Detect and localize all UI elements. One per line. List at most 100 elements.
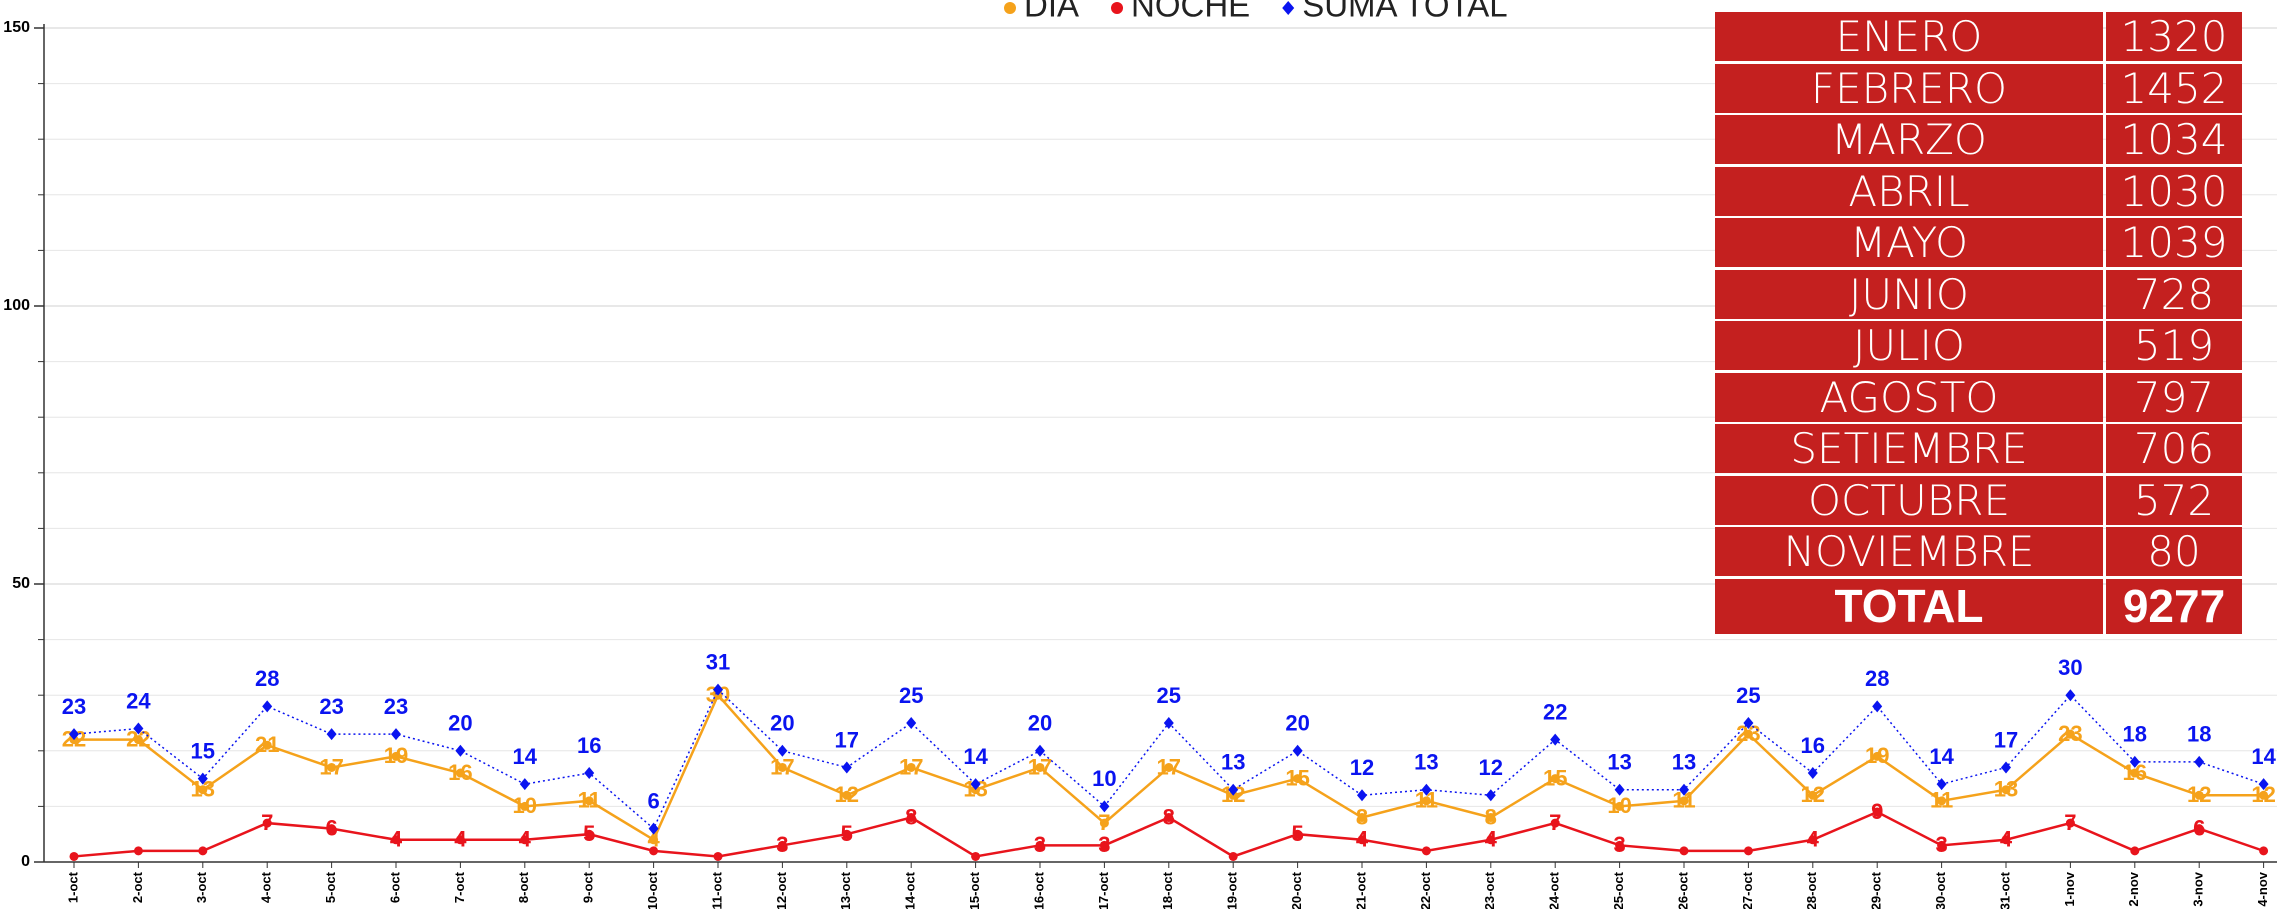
point xyxy=(906,813,916,823)
point xyxy=(198,846,208,856)
data-label: 8 xyxy=(1485,804,1497,829)
x-tick-label: 12-oct xyxy=(774,871,789,909)
data-label: 23 xyxy=(319,694,343,719)
point xyxy=(842,790,852,800)
data-label: 7 xyxy=(261,810,273,835)
point xyxy=(455,768,465,778)
data-label: 28 xyxy=(1865,666,1889,691)
data-label: 11 xyxy=(578,788,601,813)
month-cell: MAYO xyxy=(1715,218,2103,267)
data-label: 5 xyxy=(1291,821,1303,846)
data-label: 17 xyxy=(1157,754,1181,779)
x-tick-label: 9-oct xyxy=(581,871,596,903)
data-label: 6 xyxy=(647,788,659,813)
point xyxy=(713,683,723,696)
data-label: 6 xyxy=(325,815,337,840)
table-row: MARZO 1034 xyxy=(1715,115,2242,164)
x-tick-label: 1-nov xyxy=(2062,871,2077,906)
x-tick-label: 1-oct xyxy=(65,871,80,903)
data-label: 17 xyxy=(770,754,794,779)
legend: DIA NOCHE SUMA TOTAL xyxy=(1004,0,1508,24)
data-label: 4 xyxy=(390,827,403,852)
value-cell: 1320 xyxy=(2106,12,2242,61)
table-row: SETIEMBRE 706 xyxy=(1715,424,2242,473)
x-tick-label: 24-oct xyxy=(1547,871,1562,909)
point xyxy=(2259,846,2269,856)
point xyxy=(1550,774,1560,784)
value-cell: 572 xyxy=(2106,475,2242,525)
x-tick-label: 26-oct xyxy=(1675,871,1690,909)
value-cell: 728 xyxy=(2106,269,2242,319)
point xyxy=(391,835,401,845)
value-cell: 519 xyxy=(2106,321,2242,370)
data-label: 4 xyxy=(1356,827,1369,852)
point xyxy=(1035,762,1045,772)
x-tick-label: 3-oct xyxy=(194,871,209,903)
data-label: 7 xyxy=(1549,810,1561,835)
point xyxy=(69,851,79,861)
data-label: 23 xyxy=(2058,721,2082,746)
data-label: 21 xyxy=(255,732,279,757)
x-tick-label: 17-oct xyxy=(1096,871,1111,909)
total-value: 9277 xyxy=(2106,578,2242,634)
point xyxy=(455,744,466,757)
data-label: 10 xyxy=(513,793,537,818)
data-label: 4 xyxy=(1807,827,1820,852)
data-label: 23 xyxy=(62,694,86,719)
x-tick-label: 15-oct xyxy=(967,871,982,909)
data-label: 16 xyxy=(1801,733,1825,758)
month-cell: ENERO xyxy=(1715,12,2103,61)
month-cell: SETIEMBRE xyxy=(1715,424,2103,473)
data-label: 11 xyxy=(1672,788,1695,813)
data-label: 19 xyxy=(384,743,408,768)
point xyxy=(2065,818,2075,828)
point xyxy=(391,728,401,741)
data-label: 14 xyxy=(513,744,538,769)
point xyxy=(1936,778,1947,791)
point xyxy=(1099,818,1109,828)
data-label: 15 xyxy=(1543,765,1567,790)
data-label: 16 xyxy=(448,760,472,785)
point xyxy=(1679,846,1689,856)
month-cell: FEBRERO xyxy=(1715,63,2103,113)
point xyxy=(1421,846,1431,856)
x-tick-label: 3-nov xyxy=(2191,871,2206,906)
point xyxy=(1872,807,1882,817)
x-tick-label: 2-nov xyxy=(2126,871,2141,906)
data-label: 31 xyxy=(706,649,730,674)
point xyxy=(2194,790,2204,800)
point xyxy=(1807,767,1818,780)
x-tick-label: 21-oct xyxy=(1353,871,1368,909)
data-label: 13 xyxy=(1607,750,1631,775)
legend-label: DIA xyxy=(1024,0,1079,24)
point xyxy=(1099,800,1110,813)
point xyxy=(842,829,852,839)
data-label: 30 xyxy=(2058,655,2082,680)
data-label: 4 xyxy=(647,827,660,852)
legend-marker xyxy=(1004,2,1016,14)
data-label: 14 xyxy=(963,744,988,769)
point xyxy=(1421,783,1432,796)
data-label: 13 xyxy=(1414,750,1438,775)
x-tick-label: 5-oct xyxy=(323,871,338,903)
data-label: 18 xyxy=(2187,722,2211,747)
data-label: 14 xyxy=(1929,744,1954,769)
x-tick-label: 29-oct xyxy=(1869,871,1884,909)
point xyxy=(326,728,337,741)
data-label: 8 xyxy=(1163,804,1175,829)
data-label: 28 xyxy=(255,666,279,691)
point xyxy=(906,717,917,729)
point xyxy=(1035,744,1045,757)
point xyxy=(1550,733,1561,746)
point xyxy=(1035,840,1045,850)
point xyxy=(2001,761,2011,774)
point xyxy=(841,761,852,774)
point xyxy=(584,796,594,806)
data-label: 3 xyxy=(1098,832,1110,857)
x-tick-label: 25-oct xyxy=(1611,871,1626,909)
y-tick-label: 100 xyxy=(3,297,30,314)
data-label: 16 xyxy=(577,733,601,758)
point xyxy=(1679,796,1689,806)
total-row: TOTAL 9277 xyxy=(1715,578,2242,634)
data-label: 4 xyxy=(1485,827,1498,852)
